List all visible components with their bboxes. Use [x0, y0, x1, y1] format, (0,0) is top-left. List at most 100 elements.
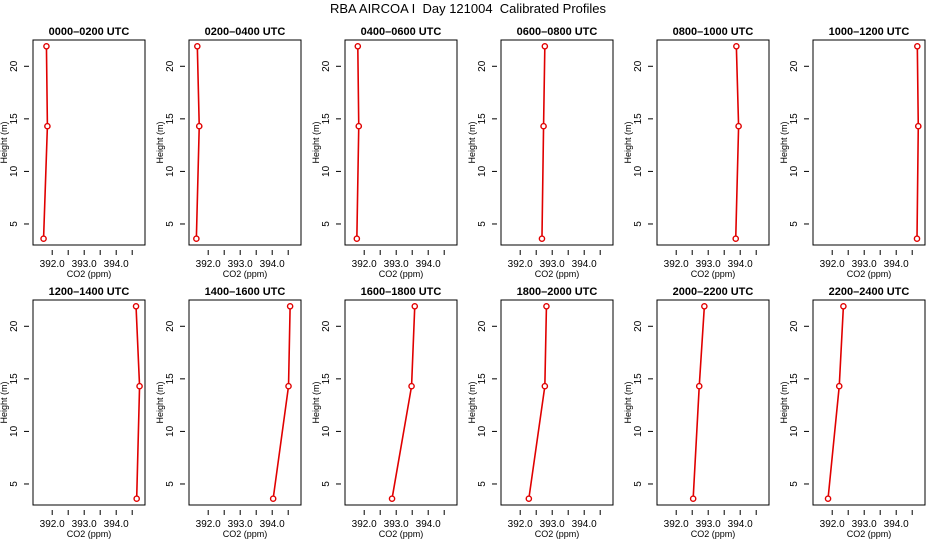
profile-line: [356, 46, 360, 239]
y-tick-label: 5: [165, 221, 176, 227]
y-tick-label: 10: [9, 165, 20, 177]
x-tick-label: 393.0: [384, 519, 409, 530]
y-tick-label: 5: [477, 481, 488, 487]
y-axis-label: Height (m): [623, 121, 633, 163]
y-tick-label: 10: [321, 425, 332, 437]
y-tick-label: 5: [321, 221, 332, 227]
profile-line: [541, 46, 546, 239]
data-point: [269, 495, 277, 502]
y-tick-label: 20: [165, 320, 176, 332]
x-tick-label: 393.0: [852, 259, 877, 270]
x-tick-label: 392.0: [508, 259, 533, 270]
x-axis-label: CO2 (ppm): [691, 269, 736, 279]
x-axis-label: CO2 (ppm): [691, 529, 736, 539]
data-point: [285, 382, 292, 390]
x-axis-label: CO2 (ppm): [535, 269, 580, 279]
data-point: [914, 43, 921, 50]
data-point: [132, 303, 140, 310]
plot-frame: [344, 299, 458, 506]
y-axis-label: Height (m): [779, 381, 789, 423]
plot-frame: [812, 39, 926, 246]
data-point: [735, 122, 742, 130]
x-tick-label: 394.0: [728, 259, 753, 270]
y-tick-label: 15: [477, 373, 488, 385]
data-point: [408, 382, 415, 390]
x-axis-label: CO2 (ppm): [847, 529, 892, 539]
x-axis-label: CO2 (ppm): [847, 269, 892, 279]
y-axis-label: Height (m): [467, 121, 477, 163]
y-axis-label: Height (m): [779, 121, 789, 163]
y-tick-label: 15: [789, 113, 800, 125]
panel-title: 2000–2200 UTC: [673, 286, 754, 298]
y-tick-label: 5: [633, 481, 644, 487]
y-tick-label: 20: [9, 60, 20, 72]
plot-frame: [656, 299, 770, 506]
y-axis-label: Height (m): [0, 381, 9, 423]
y-axis-label: Height (m): [623, 381, 633, 423]
x-tick-label: 392.0: [40, 259, 65, 270]
profile-line: [827, 306, 845, 499]
panel-title: 0800–1000 UTC: [673, 26, 754, 38]
x-tick-label: 392.0: [664, 519, 689, 530]
x-axis-label: CO2 (ppm): [535, 529, 580, 539]
y-tick-label: 20: [321, 60, 332, 72]
x-tick-label: 393.0: [72, 519, 97, 530]
x-tick-label: 393.0: [72, 259, 97, 270]
x-tick-label: 392.0: [196, 519, 221, 530]
x-tick-label: 392.0: [508, 519, 533, 530]
data-point: [40, 235, 47, 242]
panel-title: 0000–0200 UTC: [49, 26, 130, 38]
data-point: [355, 122, 363, 130]
y-tick-label: 15: [321, 113, 332, 125]
y-tick-label: 15: [9, 373, 20, 385]
x-axis-label: CO2 (ppm): [379, 269, 424, 279]
x-tick-label: 394.0: [416, 259, 441, 270]
data-point: [136, 382, 143, 390]
panel-title: 1400–1600 UTC: [205, 286, 286, 298]
profile-line: [272, 306, 291, 499]
y-tick-label: 5: [9, 221, 20, 227]
data-point: [193, 235, 200, 242]
profile-line: [42, 46, 49, 239]
y-tick-label: 15: [165, 113, 176, 125]
data-point: [411, 303, 419, 310]
y-tick-label: 15: [321, 373, 332, 385]
x-axis-label: CO2 (ppm): [67, 529, 112, 539]
y-axis-label: Height (m): [311, 121, 321, 163]
y-tick-label: 20: [633, 60, 644, 72]
x-tick-label: 394.0: [572, 519, 597, 530]
y-tick-label: 20: [477, 320, 488, 332]
plot-frame: [188, 39, 302, 246]
x-tick-label: 394.0: [104, 259, 129, 270]
y-tick-label: 10: [165, 425, 176, 437]
y-axis-label: Height (m): [0, 121, 9, 163]
data-point: [543, 303, 550, 310]
x-tick-label: 393.0: [384, 259, 409, 270]
y-tick-label: 10: [9, 425, 20, 437]
x-tick-label: 394.0: [572, 259, 597, 270]
x-tick-label: 394.0: [416, 519, 441, 530]
x-axis-label: CO2 (ppm): [379, 529, 424, 539]
x-tick-label: 392.0: [196, 259, 221, 270]
y-tick-label: 5: [789, 221, 800, 227]
panel-title: 1000–1200 UTC: [829, 26, 910, 38]
x-tick-label: 393.0: [696, 519, 721, 530]
x-axis-label: CO2 (ppm): [223, 529, 268, 539]
plot-frame: [32, 39, 146, 246]
y-tick-label: 10: [477, 165, 488, 177]
x-tick-label: 393.0: [540, 259, 565, 270]
y-tick-label: 15: [165, 373, 176, 385]
profile-line: [916, 46, 920, 239]
y-tick-label: 20: [9, 320, 20, 332]
data-point: [195, 122, 203, 130]
x-axis-label: CO2 (ppm): [223, 269, 268, 279]
